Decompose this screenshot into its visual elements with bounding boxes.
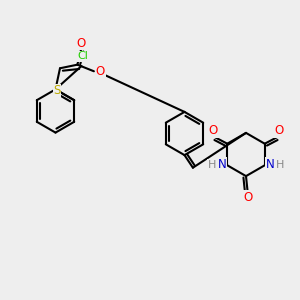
- Text: O: O: [274, 124, 283, 137]
- Text: N: N: [266, 158, 274, 171]
- Text: O: O: [96, 65, 105, 78]
- Text: O: O: [208, 124, 218, 137]
- Text: S: S: [53, 84, 61, 98]
- Text: O: O: [77, 37, 86, 50]
- Text: H: H: [276, 160, 284, 170]
- Text: H: H: [208, 160, 216, 170]
- Text: Cl: Cl: [77, 51, 88, 62]
- Text: N: N: [218, 158, 226, 171]
- Text: O: O: [243, 190, 252, 204]
